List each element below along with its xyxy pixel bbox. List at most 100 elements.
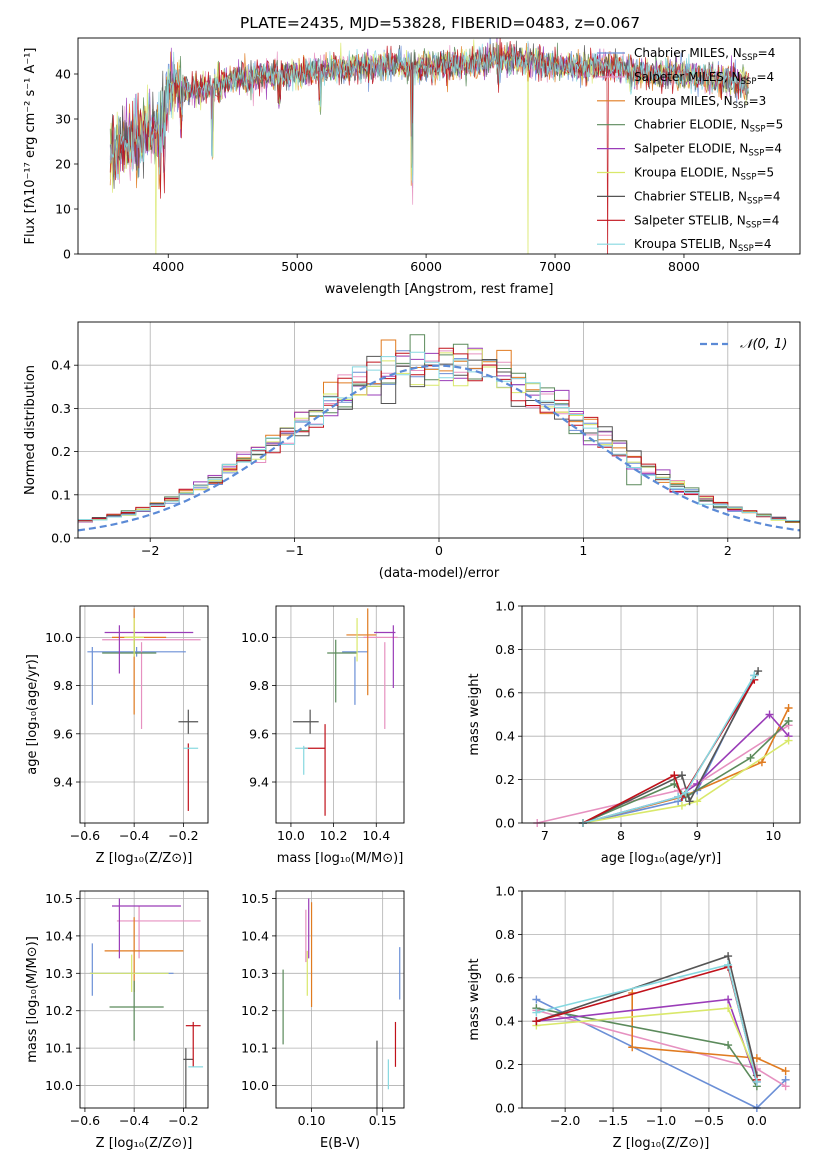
series-line-ke (536, 1007, 758, 1076)
y-tick-label: 0.8 (495, 927, 515, 942)
y-tick-label: 0.3 (51, 401, 71, 416)
y-tick-label: 0.1 (51, 487, 71, 502)
point-marker-se (724, 995, 733, 1004)
legend-entry-ke: Kroupa ELODIE, NSSP=5 (634, 166, 774, 183)
point-marker-ks (532, 1008, 541, 1017)
legend-entry-km: Kroupa MILES, NSSP=3 (634, 94, 766, 111)
legend-suffix: =4 (758, 46, 776, 60)
errorbars (89, 898, 204, 1108)
legend-subscript: SSP (750, 125, 766, 135)
x-tick-label: 0.0 (747, 1113, 767, 1128)
x-axis-label: wavelength [Angstrom, rest frame] (325, 282, 554, 297)
y-tick-label: 10.4 (45, 928, 73, 943)
y-tick-label: 10.3 (241, 966, 269, 981)
point-marker-km (752, 1054, 761, 1063)
legend-label: Salpeter STELIB, N (634, 213, 746, 227)
weight-lines (533, 667, 793, 827)
point-marker-ks (750, 671, 759, 680)
y-tick-label: 0.6 (495, 685, 515, 700)
y-axis-label: mass weight (467, 958, 482, 1040)
z-age-panel: −0.6 −0.4 −0.2 9.4 9.6 9.8 10.0 Z [log₁₀(Z/Z⊙)]… (25, 605, 209, 866)
y-tick-label: 10.0 (241, 630, 269, 645)
y-tick-label: 10.0 (45, 1078, 73, 1093)
point-marker-km (784, 703, 793, 712)
x-tick-label: −0.4 (119, 1113, 149, 1128)
point-marker-se (765, 710, 774, 719)
y-tick-label: 9.6 (53, 726, 73, 741)
z-mass-panel: −0.6 −0.4 −0.2 10.0 10.1 10.2 10.3 10.4 10.5 Z [l… (25, 890, 209, 1151)
axes-frame (275, 605, 405, 824)
spectrum-line-ks (109, 41, 749, 183)
x-tick-label: 4000 (152, 259, 184, 274)
y-tick-label: 10.5 (45, 891, 73, 906)
legend-suffix: =4 (756, 70, 774, 84)
point-marker-ce (724, 1041, 733, 1050)
y-tick-label: 9.4 (53, 775, 73, 790)
x-tick-label: 1 (579, 543, 587, 558)
point-marker-ks (681, 788, 690, 797)
errorbar-ke (124, 618, 144, 657)
point-marker-ce (784, 717, 793, 726)
x-tick-label: 9 (693, 828, 701, 843)
errorbar-cm (87, 646, 186, 657)
legend-label: Chabrier ELODIE, N (634, 118, 750, 132)
y-tick-label: 9.8 (53, 678, 73, 693)
legend-entry-se: Salpeter ELODIE, NSSP=4 (634, 142, 782, 159)
x-tick-label: −0.2 (168, 828, 198, 843)
x-axis-label: Z [log₁₀(Z/Z⊙)] (96, 851, 193, 866)
legend-suffix: =5 (766, 118, 784, 132)
legend-entry-ce: Chabrier ELODIE, NSSP=5 (634, 118, 783, 135)
x-tick-label: −0.6 (70, 828, 100, 843)
y-tick-label: 30 (55, 112, 71, 127)
y-tick-label: 10.1 (241, 1041, 269, 1056)
point-marker-ke (693, 797, 702, 806)
axes-frame (79, 890, 209, 1109)
y-tick-label: 40 (55, 67, 71, 82)
y-tick-label: 9.8 (249, 678, 269, 693)
z-weight-panel: −2.0 −1.5 −1.0 −0.5 0.0 0.0 0.2 0.4 0.6 0.8 1.0 Z [… (467, 884, 801, 1151)
point-marker-ss (532, 1017, 541, 1026)
y-tick-label: 0.2 (495, 772, 515, 787)
point-marker-sm (781, 1082, 790, 1091)
y-tick-label: 10.5 (241, 891, 269, 906)
errorbars (87, 608, 201, 811)
y-tick-label: 0.4 (495, 729, 515, 744)
legend-entry-cm: Chabrier MILES, NSSP=4 (634, 46, 775, 63)
point-marker-cs (754, 667, 763, 676)
legend-label: Kroupa STELIB, N (634, 237, 738, 251)
x-axis-label: Z [log₁₀(Z/Z⊙)] (96, 1136, 193, 1151)
y-tick-label: 10.3 (45, 966, 73, 981)
legend-subscript: SSP (733, 101, 749, 111)
y-axis-label: age [log₁₀(age/yr)] (25, 654, 40, 775)
legend-suffix: =5 (756, 166, 774, 180)
legend-entry-cs: Chabrier STELIB, NSSP=4 (634, 189, 781, 206)
legend-suffix: =4 (764, 142, 782, 156)
legend-label: Chabrier STELIB, N (634, 189, 747, 203)
histogram-ks (78, 351, 800, 524)
spectrum-lines (109, 38, 749, 254)
y-tick-label: 10 (55, 202, 71, 217)
errorbars (293, 608, 398, 816)
x-tick-label: 10 (765, 828, 781, 843)
x-tick-label: −1 (285, 543, 303, 558)
y-axis-label: mass weight (467, 673, 482, 755)
legend-subscript: SSP (742, 53, 758, 63)
legend-subscript: SSP (741, 77, 757, 87)
x-tick-label: −0.2 (168, 1113, 198, 1128)
series-line-ks (582, 674, 755, 824)
y-tick-label: 0.0 (495, 1101, 515, 1116)
x-tick-label: 8 (617, 828, 625, 843)
point-marker-cs (724, 952, 733, 961)
legend-label: Kroupa ELODIE, N (634, 166, 741, 180)
errorbar-cs (178, 709, 199, 734)
y-tick-label: 0.0 (51, 531, 71, 546)
point-marker-km (628, 1043, 637, 1052)
y-tick-label: 0 (63, 247, 71, 262)
x-tick-label: −0.6 (70, 1113, 100, 1128)
point-marker-ke (677, 801, 686, 810)
axes-frame (521, 890, 801, 1109)
legend-subscript: SSP (747, 196, 763, 206)
point-marker-km (781, 1067, 790, 1076)
figure-title: PLATE=2435, MJD=53828, FIBERID=0483, z=0… (240, 14, 640, 32)
